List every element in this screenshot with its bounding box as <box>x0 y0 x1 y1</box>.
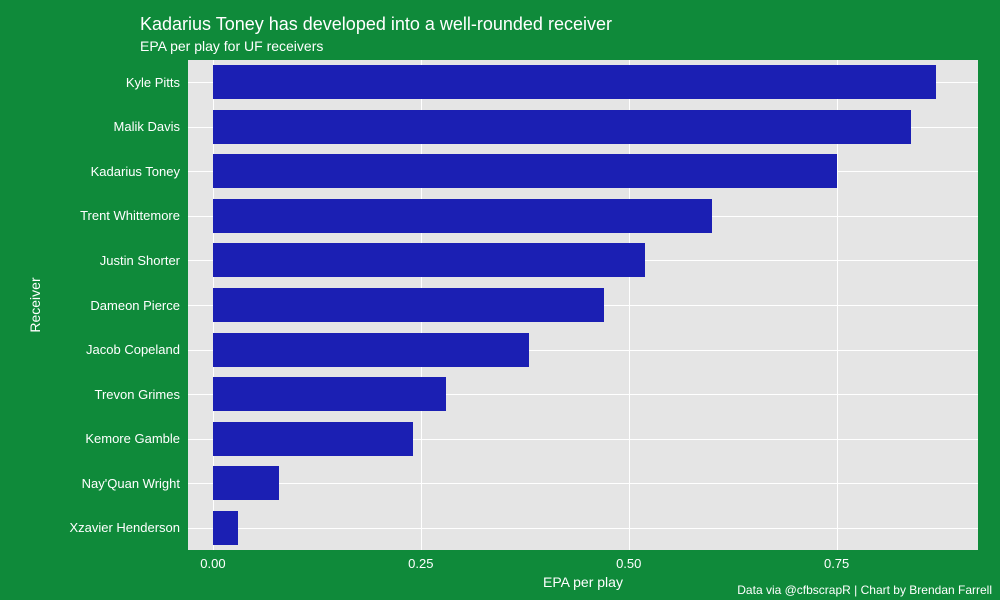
y-tick-label: Dameon Pierce <box>90 298 180 313</box>
x-tick-label: 0.75 <box>824 556 849 571</box>
y-tick-label: Kemore Gamble <box>85 431 180 446</box>
bar <box>213 243 645 277</box>
y-tick-label: Xzavier Henderson <box>69 520 180 535</box>
y-axis-title: Receiver <box>27 277 43 332</box>
bar <box>213 377 446 411</box>
gridline-horizontal <box>188 483 978 484</box>
y-tick-label: Justin Shorter <box>100 253 180 268</box>
y-tick-label: Kyle Pitts <box>126 75 180 90</box>
bar <box>213 511 238 545</box>
y-tick-label: Malik Davis <box>114 119 180 134</box>
bar <box>213 65 936 99</box>
gridline-horizontal <box>188 528 978 529</box>
y-tick-label: Trent Whittemore <box>80 208 180 223</box>
bar <box>213 422 413 456</box>
bar <box>213 154 837 188</box>
chart-subtitle: EPA per play for UF receivers <box>140 38 323 54</box>
bar <box>213 288 604 322</box>
plot-panel <box>188 60 978 550</box>
x-tick-label: 0.25 <box>408 556 433 571</box>
x-axis-title: EPA per play <box>543 574 623 590</box>
x-tick-label: 0.50 <box>616 556 641 571</box>
y-tick-label: Nay'Quan Wright <box>82 476 180 491</box>
bar <box>213 110 912 144</box>
chart-frame: Kadarius Toney has developed into a well… <box>0 0 1000 600</box>
chart-caption: Data via @cfbscrapR | Chart by Brendan F… <box>737 583 992 597</box>
bar <box>213 199 712 233</box>
chart-title: Kadarius Toney has developed into a well… <box>140 14 612 35</box>
bar <box>213 333 529 367</box>
x-tick-label: 0.00 <box>200 556 225 571</box>
bar <box>213 466 280 500</box>
y-tick-label: Kadarius Toney <box>91 164 180 179</box>
y-tick-label: Trevon Grimes <box>95 387 180 402</box>
y-tick-label: Jacob Copeland <box>86 342 180 357</box>
